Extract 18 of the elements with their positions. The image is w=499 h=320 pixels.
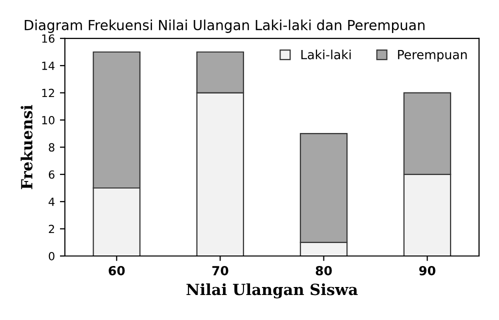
- x-tick-label: 60: [108, 266, 125, 276]
- x-tick-label: 80: [316, 266, 332, 276]
- y-tick-label: 2: [48, 224, 54, 234]
- y-tick-label: 16: [42, 34, 54, 43]
- y-tick-label: 12: [42, 88, 54, 98]
- x-axis-title: Nilai Ulangan Siswa: [186, 283, 358, 298]
- y-tick-label: 4: [48, 198, 55, 206]
- legend-label: Laki-laki: [301, 50, 351, 60]
- chart-title: Diagram Frekuensi Nilai Ulangan Laki-laki dan Perempuan: [24, 20, 425, 33]
- y-tick-label: 0: [48, 252, 54, 260]
- y-tick-label: 10: [42, 116, 54, 124]
- y-axis-title: Frekuensi: [20, 104, 32, 190]
- y-tick-label: 14: [42, 62, 55, 70]
- y-tick-label: 6: [48, 170, 54, 179]
- legend-label: Perempuan: [398, 50, 467, 62]
- x-tick-label: 70: [212, 266, 228, 276]
- y-tick-label: 8: [48, 143, 54, 152]
- x-tick-label: 90: [419, 266, 436, 276]
